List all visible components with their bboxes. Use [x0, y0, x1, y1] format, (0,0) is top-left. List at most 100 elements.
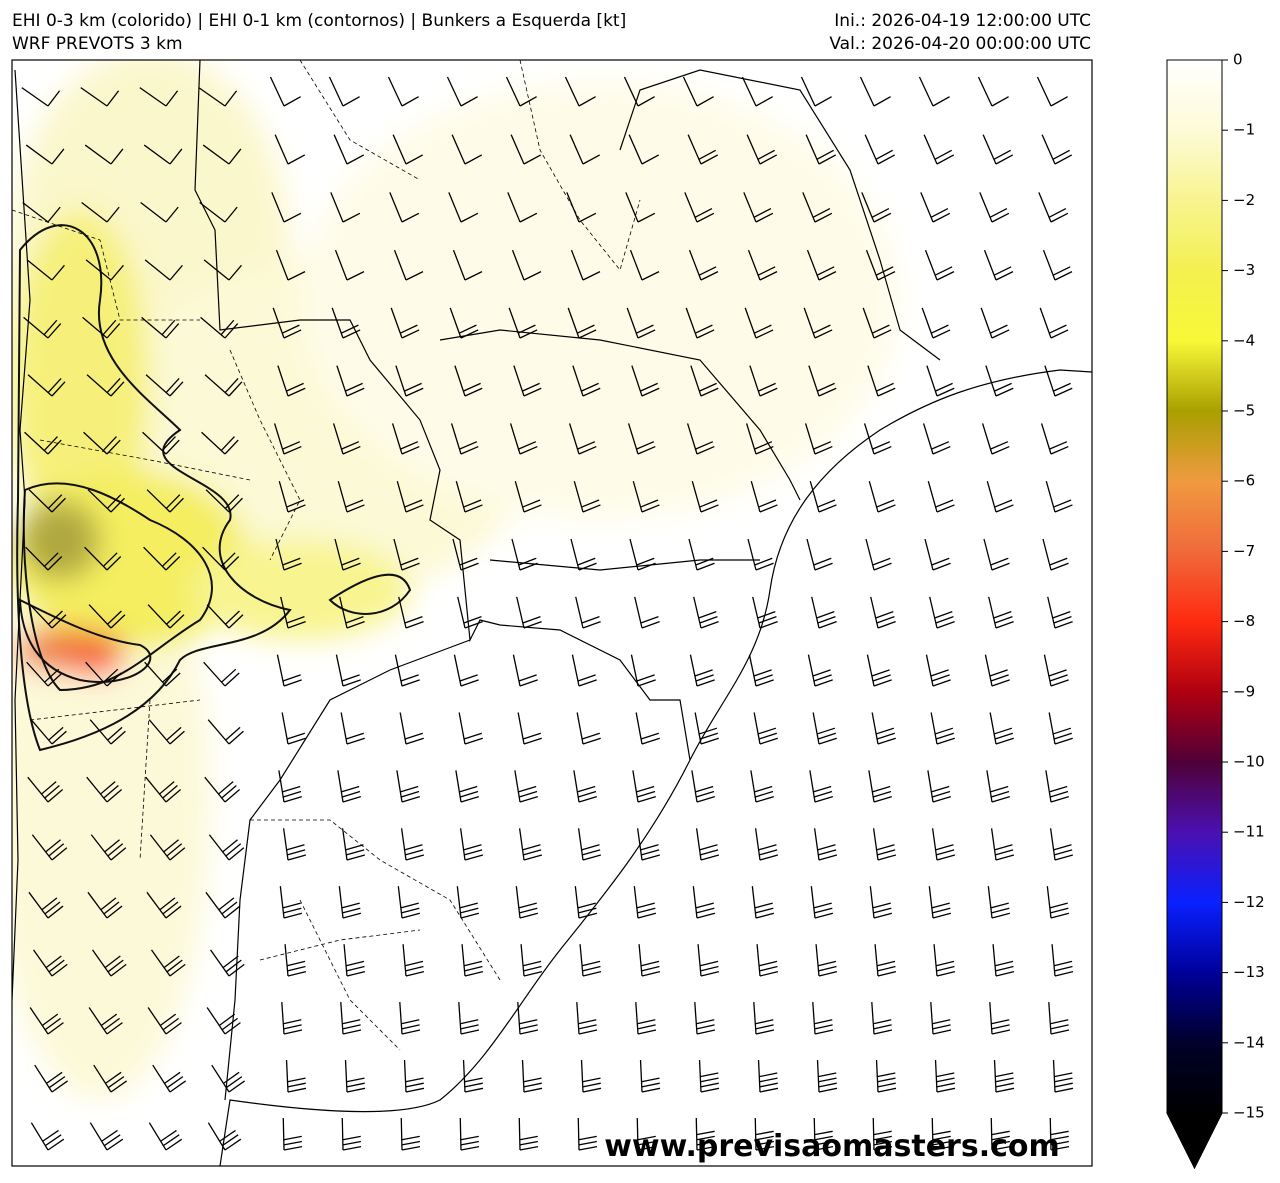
barb-flag — [936, 1087, 956, 1093]
barb-staff — [452, 249, 466, 281]
barb-flag — [814, 912, 834, 919]
barb-flag — [816, 727, 836, 735]
barb-flag — [282, 441, 301, 450]
barb-flag — [877, 1077, 896, 1083]
subtitle: WRF PREVOTS 3 km — [12, 34, 183, 54]
init-time: Ini.: 2026-04-19 12:00:00 UTC — [834, 11, 1091, 31]
barb-flag — [287, 854, 307, 861]
barb-flag — [463, 615, 482, 624]
barb-flag — [225, 726, 241, 741]
wind-barbs — [21, 76, 1074, 1151]
barb-flag — [346, 849, 365, 856]
barb-flag — [641, 1077, 660, 1083]
barb-flag — [758, 732, 778, 740]
barb-flag — [47, 323, 62, 339]
barb-flag — [873, 562, 892, 571]
barb-flag — [877, 965, 896, 972]
barb-staff — [144, 259, 171, 281]
barb-flag — [635, 324, 654, 334]
barb-flag — [935, 382, 953, 392]
barb-flag — [51, 381, 66, 397]
barb-flag — [873, 912, 893, 919]
barb-flag — [991, 907, 1010, 914]
barb-flag — [165, 90, 179, 107]
barb-flag — [165, 556, 181, 571]
barb-flag — [47, 1138, 65, 1151]
barb-flag — [578, 1146, 598, 1151]
barb-flag — [1052, 611, 1071, 619]
barb-flag — [346, 1087, 366, 1093]
barb-staff — [143, 144, 171, 165]
barb-flag — [51, 847, 68, 861]
barb-flag — [104, 955, 121, 969]
barb-flag — [755, 1135, 774, 1141]
barb-flag — [228, 847, 245, 861]
barb-flag — [162, 1017, 179, 1031]
barb-flag — [522, 844, 541, 851]
barb-flag — [162, 668, 178, 683]
barb-flag — [994, 499, 1013, 508]
barb-flag — [218, 897, 235, 911]
barb-flag — [346, 970, 366, 977]
barb-flag — [342, 795, 361, 803]
barb-flag — [404, 960, 424, 967]
barb-flag — [759, 271, 778, 281]
barb-staff — [23, 316, 49, 339]
barb-flag — [1049, 441, 1068, 450]
barb-flag — [873, 96, 891, 107]
barb-flag — [1050, 96, 1068, 107]
barb-flag — [637, 329, 656, 339]
barb-flag — [1050, 562, 1069, 571]
barb-flag — [460, 1135, 479, 1141]
barb-flag — [405, 737, 424, 745]
barb-flag — [518, 557, 537, 566]
barb-flag — [463, 960, 483, 967]
barb-flag — [46, 1071, 63, 1084]
barb-flag — [577, 674, 596, 682]
barb-flag — [578, 907, 597, 914]
barb-flag — [931, 790, 951, 798]
barb-flag — [695, 441, 714, 450]
barb-flag — [696, 1135, 715, 1141]
barb-flag — [106, 789, 123, 803]
barb-flag — [696, 329, 715, 339]
barb-flag — [582, 504, 601, 513]
barb-flag — [993, 149, 1011, 160]
barb-flag — [1049, 785, 1068, 793]
barb-staff — [977, 76, 993, 107]
barb-flag — [640, 844, 659, 851]
barb-flag — [578, 1029, 598, 1035]
barb-flag — [817, 844, 836, 851]
barb-flag — [818, 1082, 837, 1088]
barb-flag — [1048, 669, 1067, 677]
barb-flag — [110, 847, 127, 861]
barb-flag — [161, 319, 176, 336]
barb-flag — [221, 901, 238, 915]
barb-flag — [759, 965, 778, 972]
barb-flag — [995, 965, 1014, 972]
barb-flag — [695, 674, 714, 682]
barb-flag — [814, 795, 833, 803]
barb-flag — [995, 387, 1014, 397]
barb-flag — [759, 387, 778, 397]
barb-flag — [755, 679, 774, 687]
barb-flag — [935, 844, 954, 851]
barb-flag — [282, 557, 301, 566]
barb-flag — [41, 1013, 59, 1027]
barb-flag — [459, 674, 478, 682]
barb-flag — [221, 668, 237, 683]
barb-flag — [699, 382, 717, 392]
barb-flag — [286, 732, 306, 740]
barb-flag — [759, 1087, 779, 1093]
barb-flag — [401, 912, 421, 919]
barb-flag — [991, 1140, 1010, 1146]
barb-flag — [700, 271, 719, 281]
barb-flag — [1054, 965, 1073, 972]
barb-flag — [106, 905, 123, 919]
barb-flag — [700, 154, 719, 165]
barb-flag — [287, 620, 306, 629]
barb-flag — [640, 960, 660, 967]
barb-staff — [629, 249, 643, 281]
barb-flag — [221, 1017, 238, 1031]
